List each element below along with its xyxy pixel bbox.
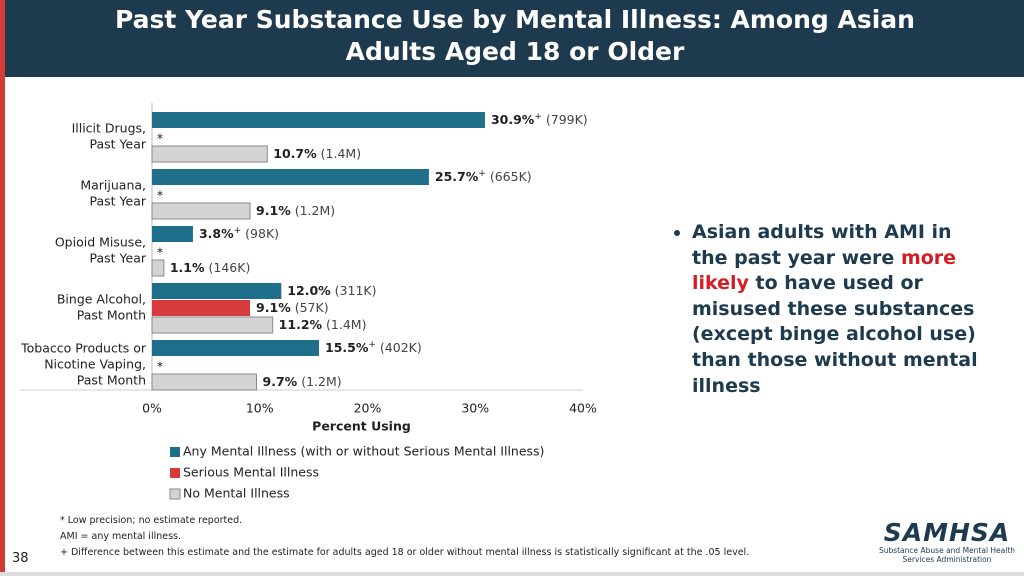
value: 1.1% [170, 260, 205, 275]
bullet-item: Asian adults with AMI in the past year w… [692, 220, 980, 399]
value: 25.7% [435, 169, 479, 184]
count: (1.2M) [295, 203, 335, 218]
count: (146K) [209, 260, 251, 275]
category-label: Past Year [90, 194, 147, 209]
value-label: 11.2% (1.4M) [279, 317, 367, 332]
bar [151, 373, 258, 391]
no-estimate-marker: * [157, 131, 163, 146]
value-label: 9.1% (57K) [256, 300, 329, 315]
value-label: 3.8%+ (98K) [199, 226, 279, 241]
x-tick-label: 0% [142, 401, 162, 416]
count: (57K) [295, 300, 329, 315]
slide-title: Past Year Substance Use by Mental Illnes… [115, 5, 915, 66]
value-label: 12.0% (311K) [287, 283, 376, 298]
count: (665K) [490, 169, 532, 184]
x-axis-label: Percent Using [312, 419, 411, 434]
x-tick-label: 20% [354, 401, 382, 416]
category-label: Past Month [77, 308, 146, 323]
bar [151, 316, 274, 334]
bullet-part: Asian adults with AMI in the past year w… [692, 221, 952, 269]
legend-swatch [170, 447, 180, 457]
significance-flag: + [234, 226, 242, 236]
value: 9.1% [256, 203, 291, 218]
value-label: 9.7% (1.2M) [263, 374, 342, 389]
count: (1.4M) [321, 146, 361, 161]
logo: SAMHSA Substance Abuse and Mental Health… [872, 518, 1022, 565]
significance-flag: + [368, 340, 376, 350]
category-label: Binge Alcohol, [57, 292, 146, 307]
bar [151, 259, 165, 277]
value-label: 15.5%+ (402K) [325, 340, 422, 355]
category-label: Illicit Drugs, [72, 121, 146, 136]
count: (98K) [245, 226, 279, 241]
value: 11.2% [279, 317, 323, 332]
value-label: 10.7% (1.4M) [273, 146, 361, 161]
title-bar [0, 0, 1024, 77]
legend-label: Any Mental Illness (with or without Seri… [183, 444, 544, 459]
footnote: AMI = any mental illness. [60, 531, 182, 542]
bar [152, 300, 251, 316]
value: 30.9% [491, 112, 535, 127]
bullet-text: Asian adults with AMI in the past year w… [670, 220, 980, 399]
category-label: Opioid Misuse, [55, 235, 146, 250]
legend-swatch [169, 488, 181, 500]
no-estimate-marker: * [157, 188, 163, 203]
category-label: Tobacco Products or [20, 341, 147, 356]
value: 15.5% [325, 340, 369, 355]
footnote: * Low precision; no estimate reported. [60, 515, 243, 526]
x-tick-label: 30% [461, 401, 489, 416]
bar [152, 169, 429, 185]
bar [152, 283, 282, 299]
count: (311K) [335, 283, 377, 298]
value-label: 1.1% (146K) [170, 260, 250, 275]
count: (1.2M) [301, 374, 341, 389]
no-estimate-marker: * [157, 245, 163, 260]
no-estimate-marker: * [157, 359, 163, 374]
category-label: Marijuana, [80, 178, 146, 193]
count: (1.4M) [326, 317, 366, 332]
count: (799K) [546, 112, 588, 127]
category-label: Past Month [77, 373, 146, 388]
legend-label: No Mental Illness [183, 486, 290, 501]
legend-swatch [170, 468, 180, 478]
category-label: Past Year [90, 251, 147, 266]
value: 3.8% [199, 226, 234, 241]
value-label: 25.7%+ (665K) [435, 169, 532, 184]
bar [151, 202, 251, 220]
x-tick-label: 10% [246, 401, 274, 416]
significance-flag: + [534, 112, 542, 122]
legend-label: Serious Mental Illness [183, 465, 319, 480]
x-tick-label: 40% [569, 401, 597, 416]
bar [152, 226, 193, 242]
logo-subtitle: Services Administration [902, 555, 992, 564]
bar [152, 112, 485, 128]
bar [152, 340, 320, 356]
category-label: Nicotine Vaping, [44, 357, 146, 372]
significance-flag: + [478, 169, 486, 179]
value: 9.1% [256, 300, 291, 315]
bullet-part: to have used or misused these substances… [692, 272, 978, 397]
bullet-highlight: more likely [692, 246, 957, 295]
logo-subtitle: Substance Abuse and Mental Health [878, 546, 1016, 555]
category-label: Past Year [90, 137, 147, 152]
logo-name: SAMHSA [883, 518, 1011, 547]
value-label: 9.1% (1.2M) [256, 203, 335, 218]
value: 10.7% [273, 146, 317, 161]
footnote: + Difference between this estimate and t… [60, 547, 750, 558]
bottom-edge [0, 572, 1024, 576]
page-number: 38 [12, 551, 29, 566]
value: 9.7% [263, 374, 298, 389]
bar [151, 145, 268, 163]
value-label: 30.9%+ (799K) [491, 112, 588, 127]
accent-stripe [0, 0, 5, 576]
value: 12.0% [287, 283, 331, 298]
count: (402K) [380, 340, 422, 355]
